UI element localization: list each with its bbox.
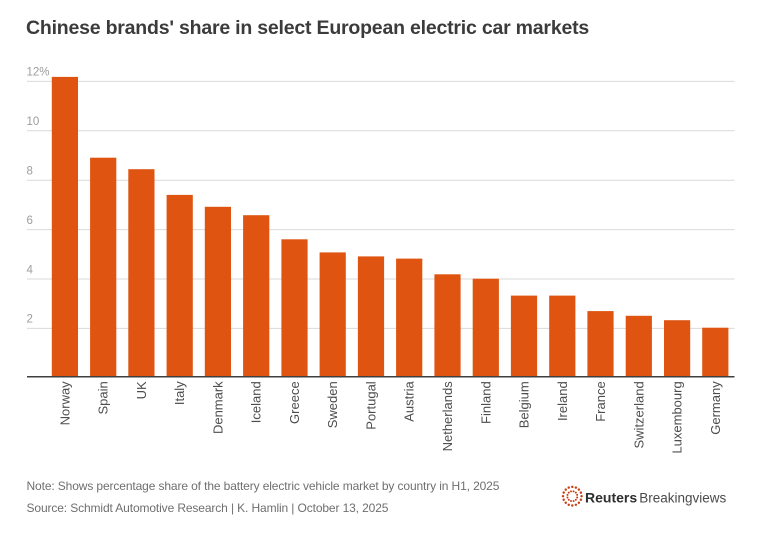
svg-text:Ireland: Ireland xyxy=(555,381,570,421)
svg-text:Greece: Greece xyxy=(287,381,302,424)
svg-text:6: 6 xyxy=(27,215,33,227)
svg-text:2: 2 xyxy=(27,314,33,326)
svg-text:Finland: Finland xyxy=(478,381,493,424)
svg-text:Sweden: Sweden xyxy=(325,381,340,428)
svg-text:Portugal: Portugal xyxy=(364,381,379,430)
svg-text:Austria: Austria xyxy=(402,381,417,422)
svg-text:12%: 12% xyxy=(27,67,50,79)
svg-text:8: 8 xyxy=(27,166,33,178)
svg-text:Breakingviews: Breakingviews xyxy=(639,491,726,506)
svg-text:Spain: Spain xyxy=(96,381,111,414)
svg-text:Germany: Germany xyxy=(708,381,723,435)
svg-text:10: 10 xyxy=(27,116,40,128)
svg-text:Belgium: Belgium xyxy=(517,381,532,428)
svg-text:UK: UK xyxy=(134,381,149,399)
svg-text:Iceland: Iceland xyxy=(249,381,264,423)
svg-text:France: France xyxy=(593,381,608,421)
svg-text:Netherlands: Netherlands xyxy=(440,381,455,452)
svg-text:Switzerland: Switzerland xyxy=(631,381,646,448)
svg-text:Italy: Italy xyxy=(172,381,187,405)
svg-text:4: 4 xyxy=(27,264,34,276)
svg-text:Luxembourg: Luxembourg xyxy=(670,381,685,453)
svg-text:Reuters: Reuters xyxy=(585,490,637,506)
svg-text:Denmark: Denmark xyxy=(210,381,225,434)
svg-text:Norway: Norway xyxy=(57,381,72,426)
